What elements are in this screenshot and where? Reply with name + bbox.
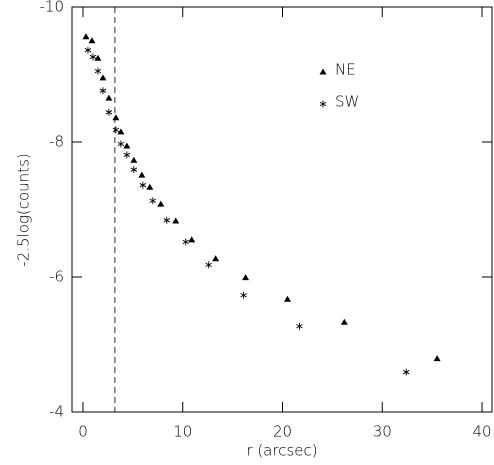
x-axis-label: r (arcsec) <box>246 442 317 460</box>
x-tick-label: 0 <box>78 423 88 441</box>
x-tick-label: 40 <box>472 423 491 441</box>
data-point <box>139 181 147 189</box>
data-point <box>172 217 180 224</box>
data-point <box>402 368 410 376</box>
legend-label: NE <box>335 61 356 79</box>
data-point <box>240 291 247 299</box>
data-point <box>130 166 138 174</box>
data-point <box>212 255 220 262</box>
legend-label: SW <box>335 93 359 111</box>
data-point <box>138 171 146 178</box>
x-tick-label: 30 <box>373 423 392 441</box>
y-tick-label: -4 <box>49 403 64 421</box>
y-tick-label: -6 <box>49 268 64 286</box>
data-point <box>130 156 138 163</box>
data-point <box>117 140 125 148</box>
y-tick-label: -10 <box>40 0 65 16</box>
data-point <box>123 151 131 159</box>
x-tick-label: 20 <box>273 423 292 441</box>
data-point <box>112 126 120 134</box>
data-point <box>117 128 125 135</box>
data-point <box>433 355 441 362</box>
data-point <box>94 67 102 75</box>
data-point <box>283 295 291 302</box>
data-point <box>123 142 131 149</box>
data-point <box>340 318 348 325</box>
data-point <box>88 37 96 44</box>
data-point <box>105 94 113 101</box>
y-tick-label: -8 <box>49 133 64 151</box>
data-point <box>205 261 212 269</box>
data-point <box>182 238 189 246</box>
y-axis-label: -2.5log(counts) <box>15 153 33 266</box>
legend-marker <box>319 100 327 108</box>
data-point <box>146 183 154 190</box>
plot-frame <box>71 6 493 413</box>
data-point <box>188 236 196 243</box>
data-point <box>163 216 171 224</box>
x-tick-label: 10 <box>173 423 192 441</box>
data-point <box>99 87 107 95</box>
data-point <box>296 322 303 330</box>
data-point <box>84 46 92 54</box>
data-point <box>82 33 90 40</box>
data-point <box>99 74 107 81</box>
data-point <box>105 108 113 116</box>
data-point <box>89 53 97 61</box>
legend-marker <box>319 68 327 75</box>
data-point <box>112 114 120 121</box>
data-point <box>157 200 165 207</box>
data-point <box>94 54 102 61</box>
data-point <box>149 197 157 205</box>
data-point <box>242 274 250 281</box>
